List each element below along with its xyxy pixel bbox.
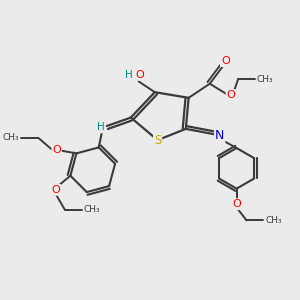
Text: O: O — [226, 90, 235, 100]
Text: CH₃: CH₃ — [266, 216, 282, 225]
Text: O: O — [52, 145, 61, 155]
Text: CH₃: CH₃ — [3, 134, 20, 142]
Text: CH₃: CH₃ — [83, 205, 100, 214]
Text: O: O — [136, 70, 144, 80]
Text: O: O — [221, 56, 230, 66]
Text: O: O — [51, 185, 60, 195]
Text: O: O — [232, 199, 241, 209]
Text: S: S — [154, 134, 161, 147]
Text: CH₃: CH₃ — [256, 75, 273, 84]
Text: N: N — [215, 129, 224, 142]
Text: H: H — [97, 122, 105, 132]
Text: H: H — [125, 70, 132, 80]
